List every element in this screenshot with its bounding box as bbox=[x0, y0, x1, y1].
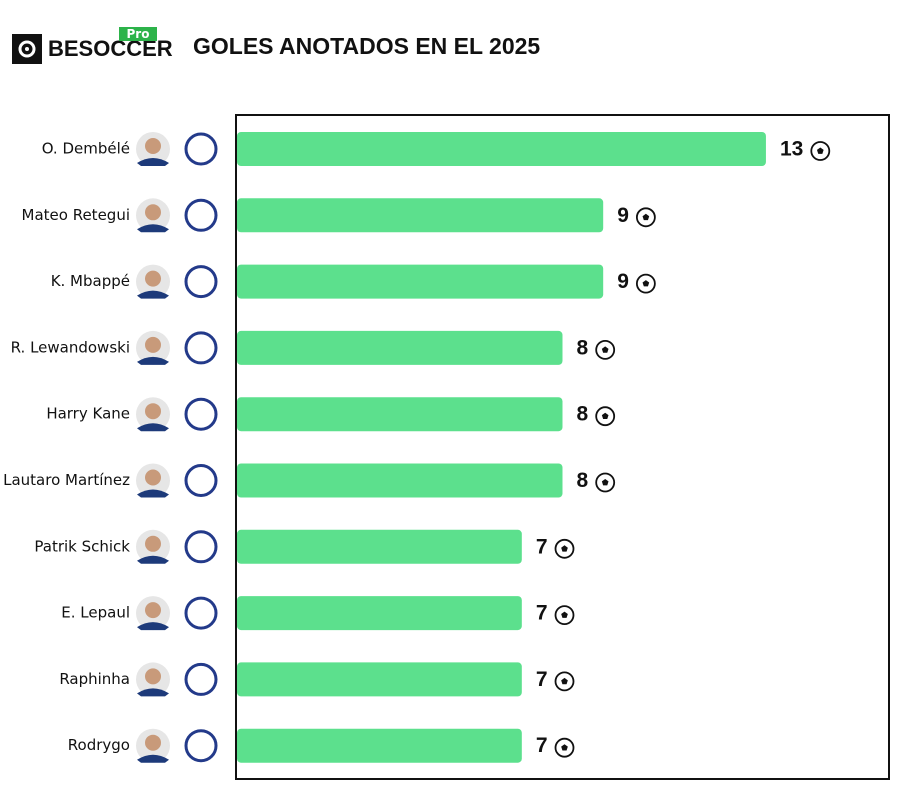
ball-patch bbox=[561, 744, 568, 751]
ball-patch bbox=[561, 677, 568, 685]
bar bbox=[237, 662, 522, 697]
player-head bbox=[145, 403, 161, 420]
player-shirt bbox=[137, 555, 169, 564]
club-logo bbox=[184, 729, 218, 763]
value-label: 9 bbox=[617, 270, 629, 293]
player-shirt bbox=[137, 688, 169, 697]
ball-patch bbox=[601, 412, 609, 420]
club-logo bbox=[184, 530, 218, 564]
plot-frame bbox=[235, 114, 890, 780]
value-label: 9 bbox=[617, 204, 629, 227]
player-shirt bbox=[137, 224, 169, 233]
player-shirt bbox=[137, 489, 169, 498]
ball-patch bbox=[601, 479, 609, 486]
value-label: 8 bbox=[577, 336, 589, 359]
player-name: E. Lepaul bbox=[61, 604, 130, 622]
player-shirt bbox=[137, 423, 169, 432]
bar bbox=[237, 529, 522, 564]
logo-ring bbox=[18, 40, 36, 58]
club-logo bbox=[184, 397, 218, 431]
ball-patch bbox=[561, 545, 568, 552]
player-name: Patrik Schick bbox=[34, 537, 130, 555]
club-logo bbox=[184, 198, 218, 232]
player-name: K. Mbappé bbox=[51, 272, 130, 290]
player-head bbox=[145, 469, 161, 486]
club-logo bbox=[184, 331, 218, 365]
ball-patch bbox=[642, 213, 650, 221]
player-head bbox=[145, 535, 161, 552]
club-logo bbox=[184, 464, 218, 497]
bar bbox=[237, 397, 563, 432]
brand-tag: Pro bbox=[127, 27, 150, 41]
chart-title: GOLES ANOTADOS EN EL 2025 bbox=[193, 33, 540, 59]
player-name: Lautaro Martínez bbox=[3, 471, 130, 489]
value-label: 7 bbox=[536, 668, 548, 691]
bar bbox=[237, 132, 766, 166]
value-label: 7 bbox=[536, 734, 548, 757]
club-logo bbox=[184, 265, 218, 299]
bar bbox=[237, 198, 604, 233]
club-logo bbox=[184, 662, 218, 696]
player-name: R. Lewandowski bbox=[11, 338, 130, 356]
value-label: 7 bbox=[536, 602, 548, 625]
player-name: Mateo Retegui bbox=[22, 206, 130, 224]
value-label: 7 bbox=[536, 535, 548, 558]
bar bbox=[237, 728, 522, 763]
player-shirt bbox=[137, 290, 169, 299]
player-name: Rodrygo bbox=[68, 736, 130, 754]
value-label: 8 bbox=[577, 469, 589, 492]
player-name: Raphinha bbox=[59, 670, 130, 688]
player-shirt bbox=[137, 622, 169, 631]
player-shirt bbox=[137, 754, 169, 763]
brand-tag-bg bbox=[119, 27, 157, 41]
player-head bbox=[145, 204, 161, 221]
logo-dot bbox=[25, 47, 29, 51]
ball-patch bbox=[601, 346, 609, 353]
player-name: Harry Kane bbox=[46, 405, 130, 423]
ball-patch bbox=[816, 147, 824, 154]
player-head bbox=[145, 138, 161, 154]
club-logo bbox=[184, 132, 218, 166]
player-head bbox=[145, 668, 161, 685]
bar bbox=[237, 596, 522, 631]
player-shirt bbox=[137, 158, 169, 166]
value-label: 8 bbox=[577, 403, 589, 426]
bar bbox=[237, 330, 563, 365]
player-head bbox=[145, 336, 161, 353]
player-head bbox=[145, 602, 161, 619]
player-name: O. Dembélé bbox=[42, 140, 130, 158]
club-logo bbox=[184, 596, 218, 630]
bar bbox=[237, 264, 604, 299]
value-label: 13 bbox=[780, 138, 803, 161]
player-head bbox=[145, 270, 161, 287]
ball-patch bbox=[642, 280, 650, 287]
ball-patch bbox=[561, 611, 568, 618]
bar bbox=[237, 463, 563, 498]
logo: BESOCCER Pro bbox=[12, 27, 173, 64]
player-head bbox=[145, 734, 161, 751]
player-shirt bbox=[137, 356, 169, 365]
